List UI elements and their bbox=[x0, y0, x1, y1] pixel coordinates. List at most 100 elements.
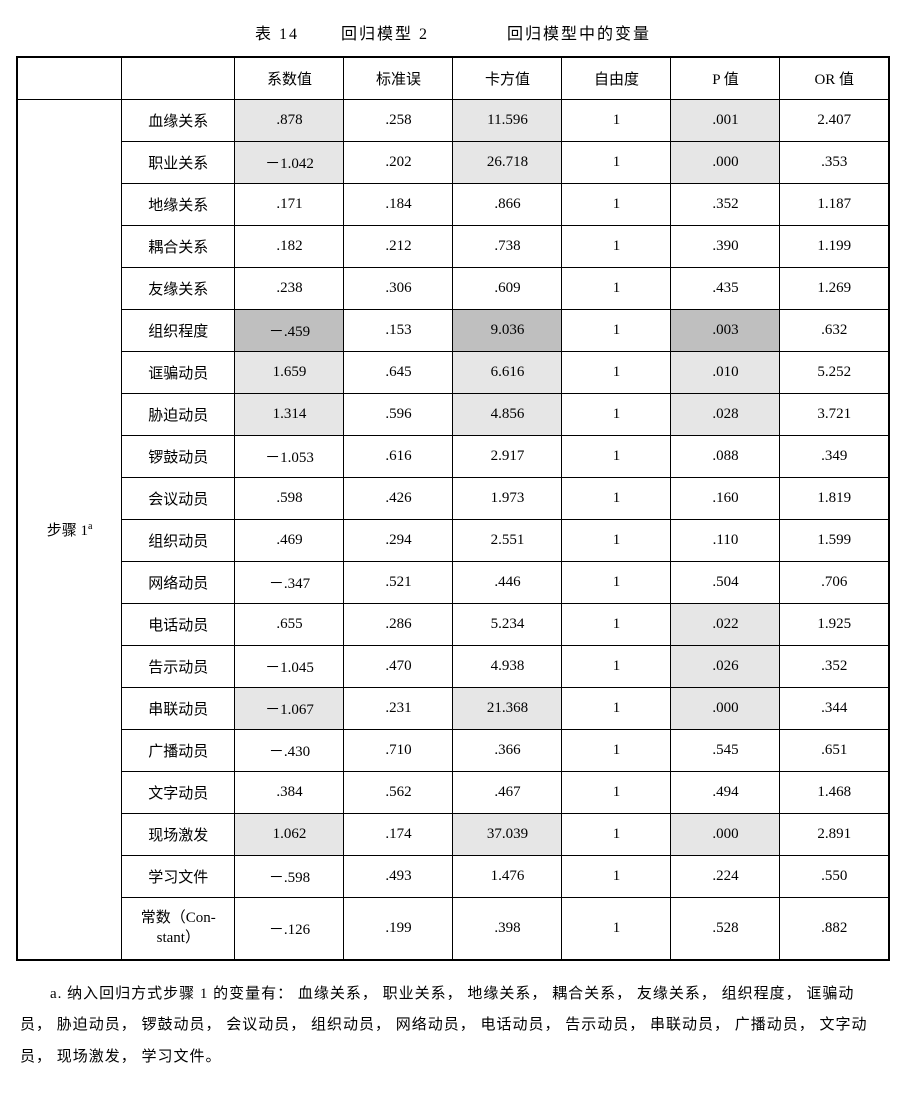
cell-coef: －1.053 bbox=[235, 436, 344, 478]
cell-df: 1 bbox=[562, 478, 671, 520]
cell-or: .353 bbox=[780, 142, 889, 184]
table-row: 常数（Con-stant）－.126.199.3981.528.882 bbox=[17, 898, 889, 960]
cell-p: .494 bbox=[671, 772, 780, 814]
cell-p: .088 bbox=[671, 436, 780, 478]
cell-p: .352 bbox=[671, 184, 780, 226]
step-label-super: a bbox=[88, 521, 92, 532]
cell-chi: 26.718 bbox=[453, 142, 562, 184]
cell-coef: .171 bbox=[235, 184, 344, 226]
cell-se: .470 bbox=[344, 646, 453, 688]
table-row: 锣鼓动员－1.053.6162.9171.088.349 bbox=[17, 436, 889, 478]
cell-chi: 1.476 bbox=[453, 856, 562, 898]
cell-p: .022 bbox=[671, 604, 780, 646]
cell-or: .882 bbox=[780, 898, 889, 960]
step-label-cell: 步骤 1a bbox=[17, 100, 122, 960]
cell-or: 1.468 bbox=[780, 772, 889, 814]
header-df: 自由度 bbox=[562, 57, 671, 100]
cell-se: .645 bbox=[344, 352, 453, 394]
table-row: 告示动员－1.045.4704.9381.026.352 bbox=[17, 646, 889, 688]
table-row: 职业关系－1.042.20226.7181.000.353 bbox=[17, 142, 889, 184]
cell-chi: 2.917 bbox=[453, 436, 562, 478]
table-row: 现场激发1.062.17437.0391.0002.891 bbox=[17, 814, 889, 856]
cell-p: .224 bbox=[671, 856, 780, 898]
variable-name: 血缘关系 bbox=[122, 100, 235, 142]
cell-p: .390 bbox=[671, 226, 780, 268]
table-body: 步骤 1a血缘关系.878.25811.5961.0012.407职业关系－1.… bbox=[17, 100, 889, 960]
cell-se: .199 bbox=[344, 898, 453, 960]
header-coef: 系数值 bbox=[235, 57, 344, 100]
table-row: 友缘关系.238.306.6091.4351.269 bbox=[17, 268, 889, 310]
cell-p: .001 bbox=[671, 100, 780, 142]
header-chi: 卡方值 bbox=[453, 57, 562, 100]
cell-p: .110 bbox=[671, 520, 780, 562]
cell-p: .003 bbox=[671, 310, 780, 352]
cell-or: 3.721 bbox=[780, 394, 889, 436]
cell-coef: －1.042 bbox=[235, 142, 344, 184]
cell-coef: .598 bbox=[235, 478, 344, 520]
cell-df: 1 bbox=[562, 100, 671, 142]
cell-chi: .366 bbox=[453, 730, 562, 772]
variable-name: 网络动员 bbox=[122, 562, 235, 604]
cell-chi: 11.596 bbox=[453, 100, 562, 142]
cell-se: .153 bbox=[344, 310, 453, 352]
cell-or: .632 bbox=[780, 310, 889, 352]
cell-or: 1.269 bbox=[780, 268, 889, 310]
cell-chi: 1.973 bbox=[453, 478, 562, 520]
cell-chi: 5.234 bbox=[453, 604, 562, 646]
cell-coef: －.598 bbox=[235, 856, 344, 898]
cell-chi: 21.368 bbox=[453, 688, 562, 730]
cell-se: .521 bbox=[344, 562, 453, 604]
title-model: 回归模型 2 bbox=[341, 26, 429, 43]
cell-df: 1 bbox=[562, 814, 671, 856]
cell-chi: .609 bbox=[453, 268, 562, 310]
cell-df: 1 bbox=[562, 310, 671, 352]
cell-p: .000 bbox=[671, 688, 780, 730]
cell-df: 1 bbox=[562, 436, 671, 478]
table-row: 电话动员.655.2865.2341.0221.925 bbox=[17, 604, 889, 646]
cell-coef: －.126 bbox=[235, 898, 344, 960]
cell-p: .504 bbox=[671, 562, 780, 604]
variable-name: 学习文件 bbox=[122, 856, 235, 898]
cell-df: 1 bbox=[562, 394, 671, 436]
cell-or: 5.252 bbox=[780, 352, 889, 394]
cell-chi: 6.616 bbox=[453, 352, 562, 394]
variable-name: 组织程度 bbox=[122, 310, 235, 352]
variable-name: 职业关系 bbox=[122, 142, 235, 184]
cell-chi: 9.036 bbox=[453, 310, 562, 352]
cell-p: .545 bbox=[671, 730, 780, 772]
cell-se: .493 bbox=[344, 856, 453, 898]
variable-name: 现场激发 bbox=[122, 814, 235, 856]
cell-df: 1 bbox=[562, 730, 671, 772]
table-row: 诓骗动员1.659.6456.6161.0105.252 bbox=[17, 352, 889, 394]
cell-df: 1 bbox=[562, 142, 671, 184]
cell-or: 1.599 bbox=[780, 520, 889, 562]
cell-coef: －.347 bbox=[235, 562, 344, 604]
cell-df: 1 bbox=[562, 226, 671, 268]
table-row: 耦合关系.182.212.7381.3901.199 bbox=[17, 226, 889, 268]
cell-coef: 1.314 bbox=[235, 394, 344, 436]
table-row: 串联动员－1.067.23121.3681.000.344 bbox=[17, 688, 889, 730]
cell-df: 1 bbox=[562, 352, 671, 394]
cell-or: .550 bbox=[780, 856, 889, 898]
cell-or: .651 bbox=[780, 730, 889, 772]
cell-p: .026 bbox=[671, 646, 780, 688]
table-row: 学习文件－.598.4931.4761.224.550 bbox=[17, 856, 889, 898]
table-row: 文字动员.384.562.4671.4941.468 bbox=[17, 772, 889, 814]
cell-chi: 37.039 bbox=[453, 814, 562, 856]
cell-df: 1 bbox=[562, 688, 671, 730]
variable-name: 友缘关系 bbox=[122, 268, 235, 310]
table-footnote: a. 纳入回归方式步骤 1 的变量有： 血缘关系， 职业关系， 地缘关系， 耦合… bbox=[16, 979, 890, 1074]
cell-se: .616 bbox=[344, 436, 453, 478]
variable-name: 常数（Con-stant） bbox=[122, 898, 235, 960]
step-label: 步骤 1 bbox=[47, 523, 88, 539]
cell-chi: 4.856 bbox=[453, 394, 562, 436]
cell-coef: －1.067 bbox=[235, 688, 344, 730]
cell-df: 1 bbox=[562, 772, 671, 814]
variable-name: 耦合关系 bbox=[122, 226, 235, 268]
cell-se: .562 bbox=[344, 772, 453, 814]
title-prefix: 表 14 bbox=[255, 26, 299, 43]
cell-se: .294 bbox=[344, 520, 453, 562]
cell-or: 2.407 bbox=[780, 100, 889, 142]
cell-or: 1.925 bbox=[780, 604, 889, 646]
cell-or: .352 bbox=[780, 646, 889, 688]
